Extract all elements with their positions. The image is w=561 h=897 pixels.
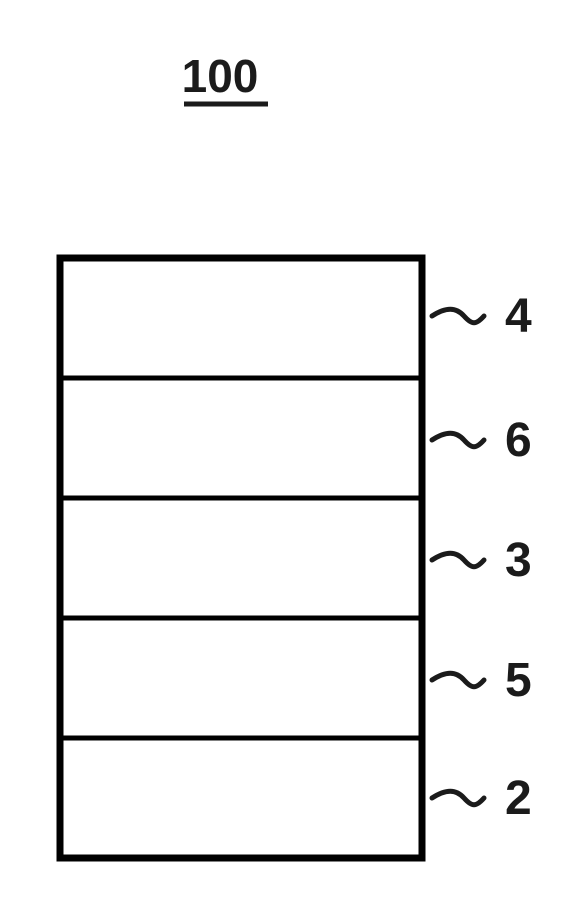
layer-label: 3 xyxy=(505,534,532,587)
diagram-canvas: 100 4 6 3 5 2 xyxy=(0,0,561,897)
layer-label: 4 xyxy=(505,290,532,343)
layer-rect xyxy=(60,258,422,378)
layer-rect xyxy=(60,738,422,858)
layer-label: 5 xyxy=(505,654,532,707)
figure-title: 100 xyxy=(182,50,259,102)
layer-label: 2 xyxy=(505,772,532,825)
layer-rect xyxy=(60,378,422,498)
layer-label: 6 xyxy=(505,414,532,467)
layer-rect xyxy=(60,618,422,738)
layer-rect xyxy=(60,498,422,618)
